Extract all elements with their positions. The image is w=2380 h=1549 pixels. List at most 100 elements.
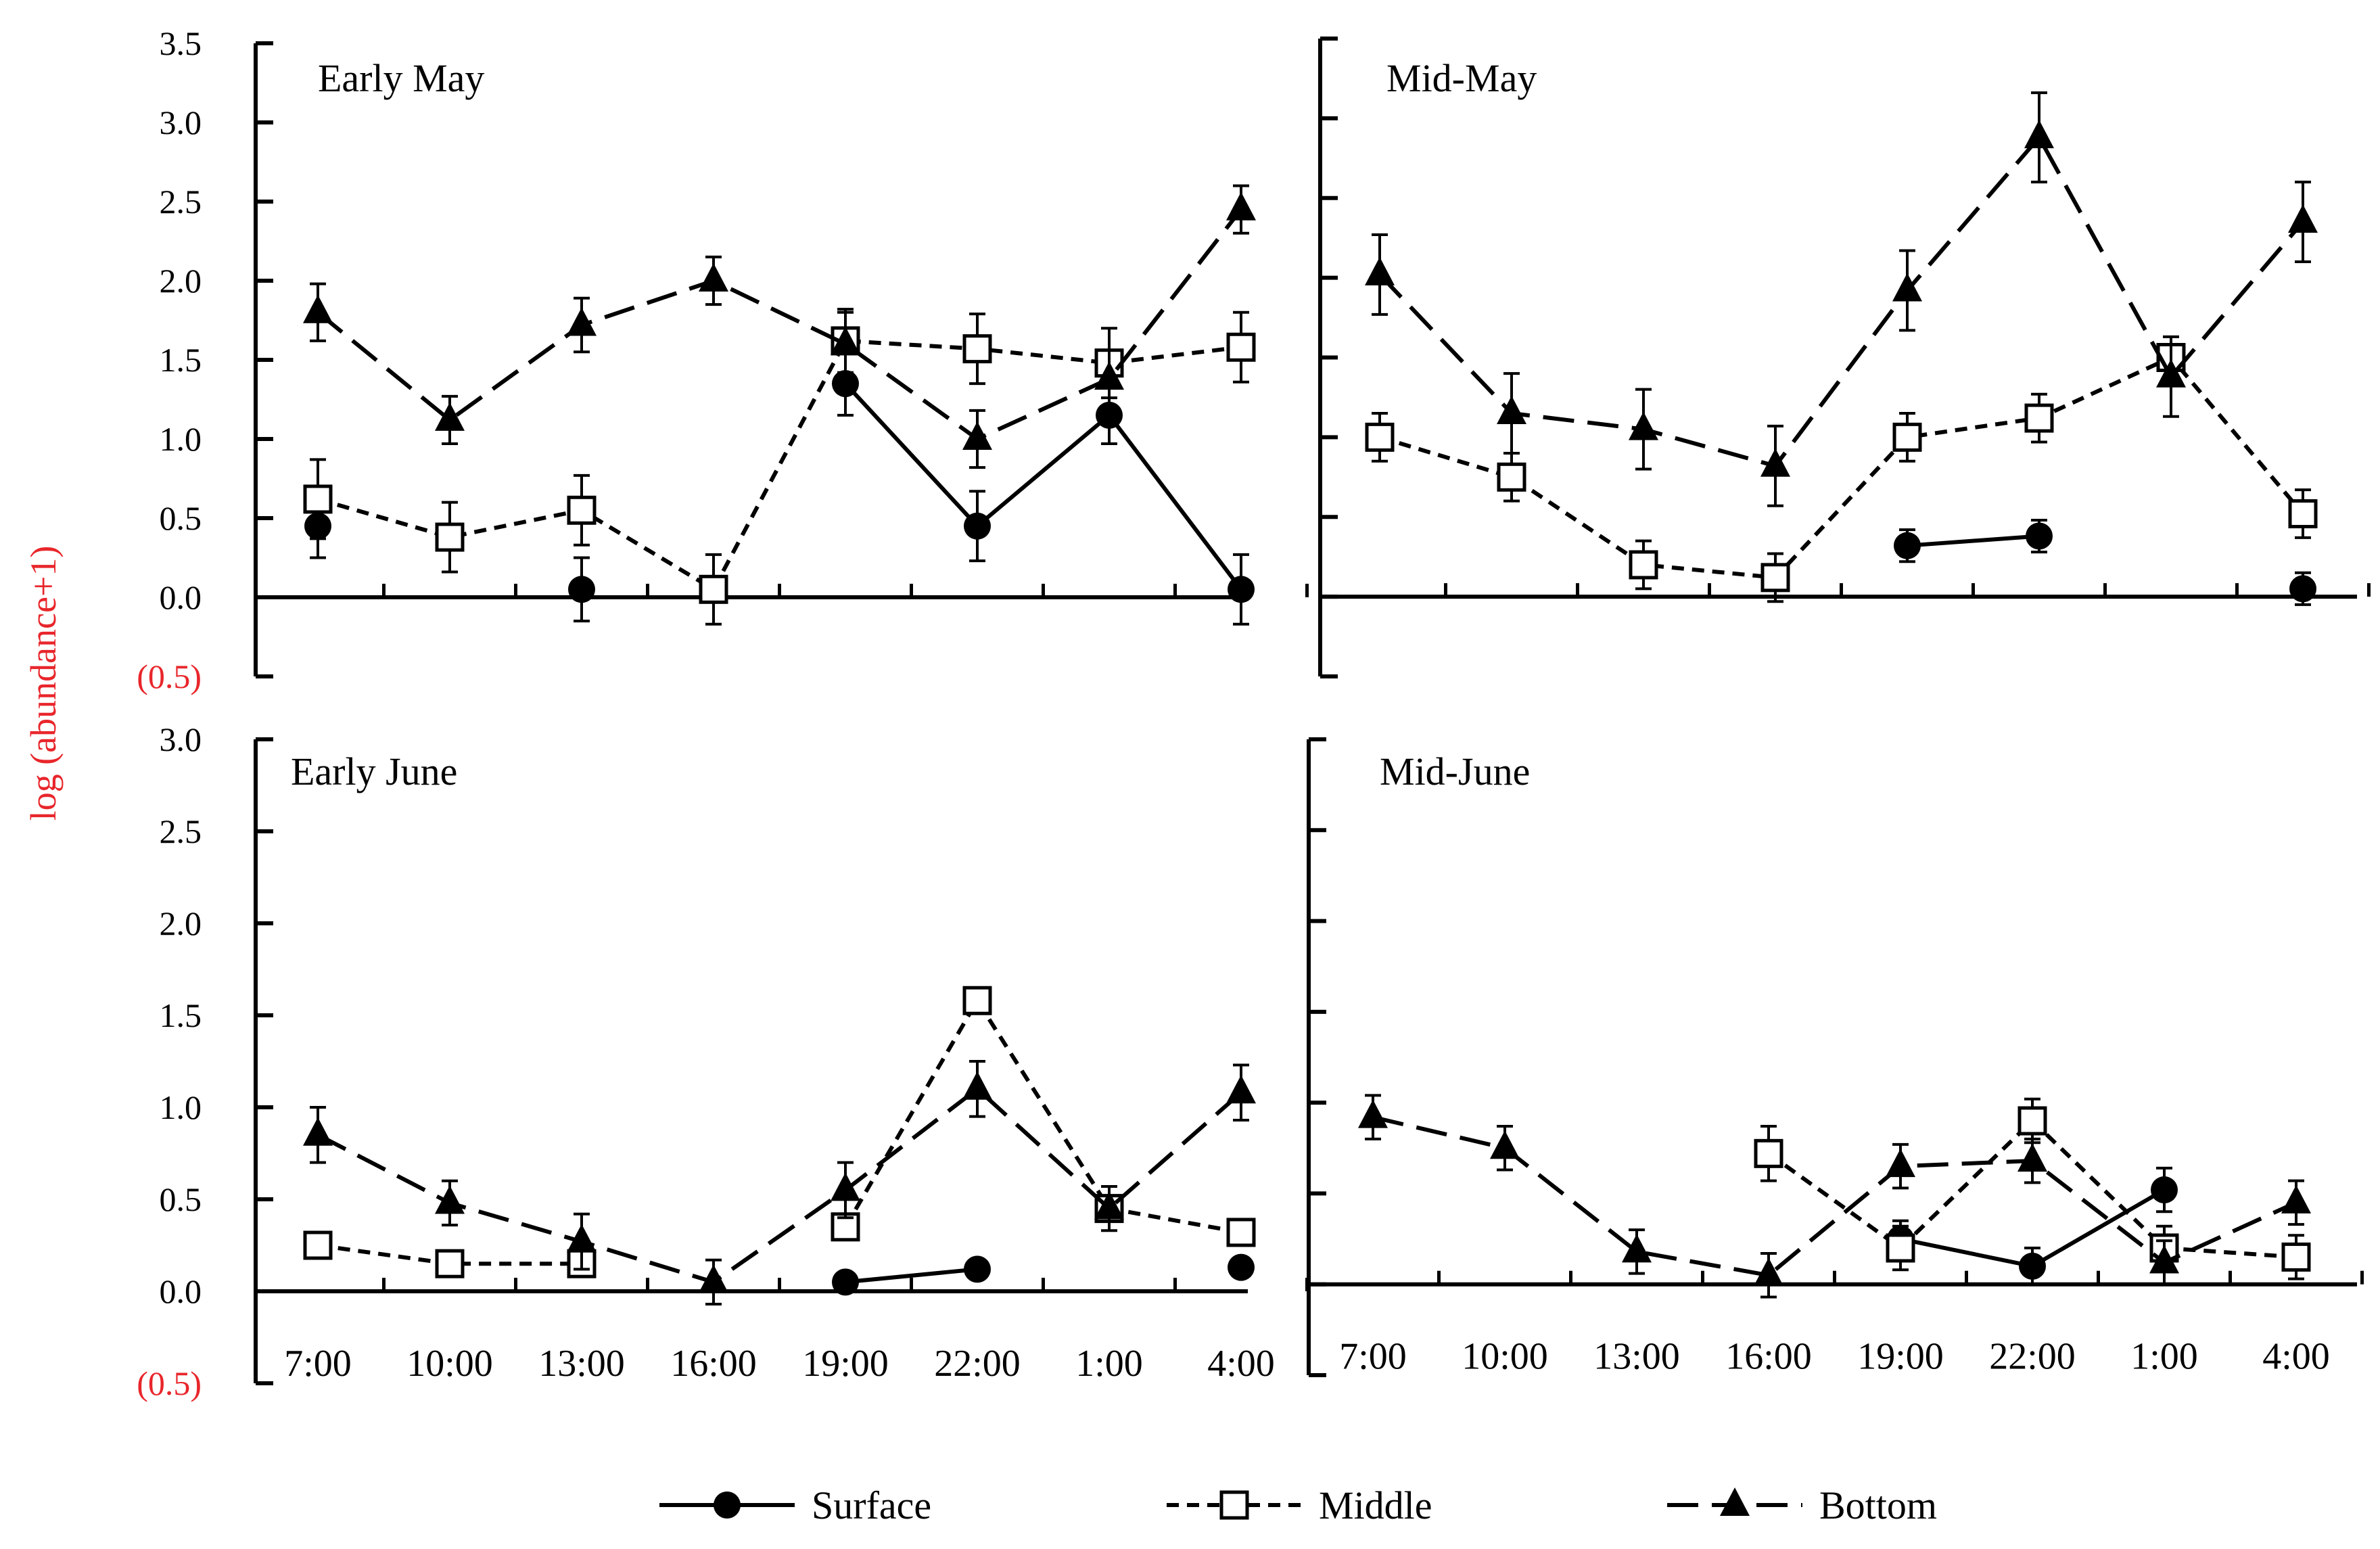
x-tick-label: 1:00 [1075, 1343, 1143, 1385]
legend-item-middle: Middle [1167, 1483, 1432, 1527]
x-tick-label: 16:00 [1725, 1336, 1812, 1378]
x-tick-label: 19:00 [802, 1343, 889, 1385]
data-point [831, 326, 860, 355]
data-point [1228, 1253, 1255, 1281]
data-point [1760, 563, 1790, 593]
series-line [845, 1267, 978, 1285]
data-point [303, 484, 333, 514]
series-middle [1365, 343, 2318, 603]
legend-label: Middle [1319, 1483, 1432, 1527]
data-point [1754, 1257, 1783, 1287]
data-point [1629, 550, 1658, 580]
x-tick-label: 4:00 [1207, 1343, 1275, 1385]
panel-3: (0.5) 0.0 0.5 1.0 1.5 2.0 2.5 3.0 7:00 10:00 13:00… [137, 720, 1309, 1402]
y-tick-label: 2.5 [160, 183, 202, 221]
legend-label: Bottom [1819, 1483, 1937, 1527]
data-point [2151, 1176, 2178, 1204]
data-point [2024, 120, 2054, 149]
series-line [1372, 1115, 2297, 1278]
data-point [435, 522, 465, 552]
x-tick-label: 22:00 [1989, 1336, 2076, 1378]
y-tick-label: (0.5) [137, 657, 202, 695]
series-bottom [303, 1060, 1256, 1306]
data-point [1886, 1149, 1915, 1178]
data-point [1497, 462, 1526, 492]
data-point [1365, 256, 1395, 285]
data-point [699, 263, 728, 292]
data-point [2288, 499, 2318, 529]
legend-label: Surface [812, 1483, 931, 1527]
series-surface [1887, 1166, 2178, 1286]
panel-2: Mid-May [1318, 37, 2371, 678]
data-point [2156, 359, 2186, 388]
y-tick-label: 1.5 [160, 341, 202, 379]
series-line [1907, 534, 2040, 548]
data-point [1094, 1190, 1124, 1220]
series-middle [303, 308, 1256, 626]
x-tick-label: 13:00 [1593, 1336, 1680, 1378]
data-point [1760, 448, 1790, 477]
series-line [843, 382, 1243, 591]
panel-title: Mid-May [1386, 56, 1537, 100]
y-tick-label: 2.5 [160, 812, 202, 850]
data-point [1886, 1233, 1915, 1263]
data-point [1754, 1138, 1783, 1168]
data-point [1358, 1099, 1388, 1128]
data-point [567, 495, 597, 525]
series-bottom [1365, 91, 2318, 507]
series-surface [304, 350, 1255, 626]
data-point [1226, 191, 1256, 221]
data-point [962, 334, 992, 364]
series-line [843, 998, 1242, 1234]
series-surface [832, 1253, 1255, 1296]
series-bottom [303, 184, 1256, 469]
x-tick-label: 1:00 [2130, 1336, 2198, 1378]
data-point [962, 421, 992, 450]
panel-4: 7:00 10:00 13:00 16:00 19:00 22:00 1:00 4:00 Mid… [1307, 737, 2364, 1378]
data-point [303, 294, 333, 323]
data-point [1228, 576, 1255, 603]
panel-1: (0.5) 0.0 0.5 1.0 1.5 2.0 2.5 3.0 3.5 Early May [137, 24, 1309, 695]
x-tick-label: 10:00 [1462, 1336, 1548, 1378]
data-point [303, 1230, 333, 1260]
data-point [2281, 1242, 2311, 1272]
data-point [831, 1172, 860, 1201]
data-point [1892, 273, 1922, 302]
data-point [2017, 1143, 2047, 1172]
data-point [2149, 1245, 2179, 1274]
data-point [1226, 1075, 1256, 1104]
legend-marker [714, 1492, 741, 1519]
data-point [1629, 411, 1658, 440]
x-tick-label: 10:00 [406, 1343, 493, 1385]
y-tick-label: (0.5) [137, 1364, 202, 1402]
series-line [317, 208, 1243, 441]
legend-marker [1219, 1490, 1249, 1520]
y-axis-label: log (abundance+1) [23, 546, 64, 821]
series-line [317, 1086, 1242, 1285]
data-point [964, 512, 991, 540]
data-point [832, 1268, 859, 1296]
data-point [435, 1249, 465, 1278]
y-tick-label: 3.0 [160, 720, 202, 758]
panel-title: Early May [318, 56, 484, 100]
data-point [567, 1224, 597, 1253]
x-tick-label: 4:00 [2262, 1336, 2330, 1378]
panel-title: Mid-June [1380, 749, 1530, 793]
x-tick-label: 22:00 [934, 1343, 1021, 1385]
panel-title: Early June [291, 749, 457, 793]
data-point [435, 402, 465, 431]
data-point [964, 1255, 991, 1283]
data-point [2026, 522, 2053, 550]
data-point [568, 576, 595, 603]
legend-item-bottom: Bottom [1667, 1483, 1937, 1527]
legend: Surface Middle Bottom [659, 1483, 1937, 1527]
data-point [1622, 1234, 1652, 1263]
data-point [699, 1264, 728, 1293]
series-surface [1894, 518, 2316, 606]
y-tick-label: 2.0 [160, 262, 202, 300]
data-point [2019, 1252, 2046, 1280]
series-line [1379, 355, 2305, 580]
data-point [1226, 332, 1256, 362]
y-tick-label: 0.0 [160, 1272, 202, 1310]
